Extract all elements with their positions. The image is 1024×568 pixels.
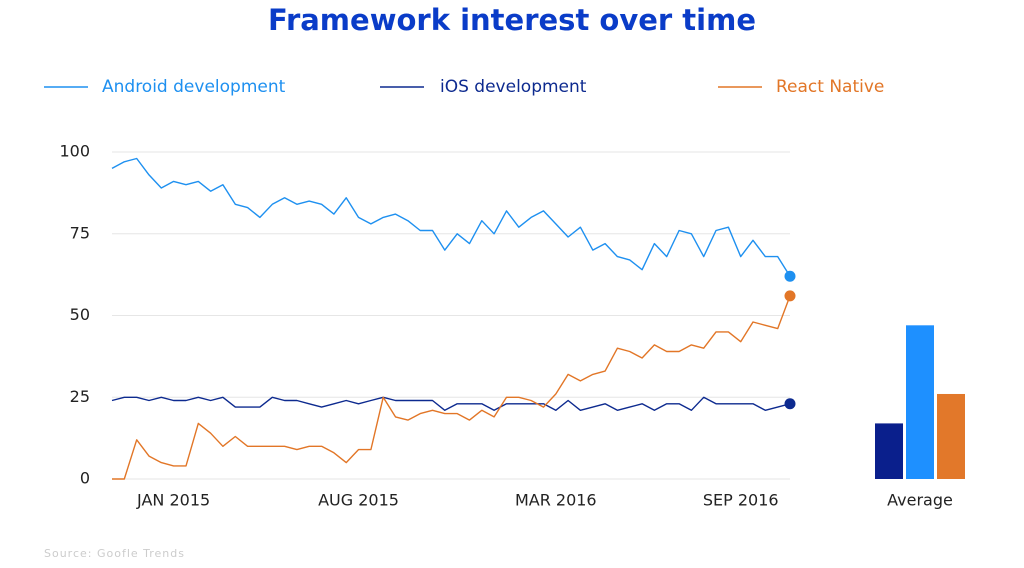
y-tick-label: 100	[59, 142, 90, 161]
bar	[875, 423, 903, 479]
x-tick-label: MAR 2016	[515, 491, 597, 510]
end-point	[784, 270, 796, 282]
y-tick-label: 50	[70, 305, 90, 324]
x-tick-label: Average	[887, 491, 953, 510]
end-point	[784, 290, 796, 302]
legend-label: iOS development	[440, 77, 587, 97]
y-tick-label: 75	[70, 223, 90, 242]
end-point	[784, 398, 796, 410]
series-line	[111, 157, 791, 277]
y-tick-label: 0	[80, 469, 90, 488]
x-tick-label: JAN 2015	[136, 491, 210, 510]
y-tick-label: 25	[70, 387, 90, 406]
legend-label: React Native	[776, 77, 884, 97]
chart-title: Framework interest over time	[268, 3, 756, 37]
x-tick-label: SEP 2016	[703, 491, 779, 510]
bar	[906, 325, 934, 479]
legend-label: Android development	[102, 77, 286, 97]
series-line	[112, 295, 791, 480]
series-line	[111, 396, 791, 411]
source-note: Source: Goofle Trends	[44, 547, 185, 560]
bar	[937, 393, 965, 479]
x-tick-label: AUG 2015	[318, 491, 399, 510]
